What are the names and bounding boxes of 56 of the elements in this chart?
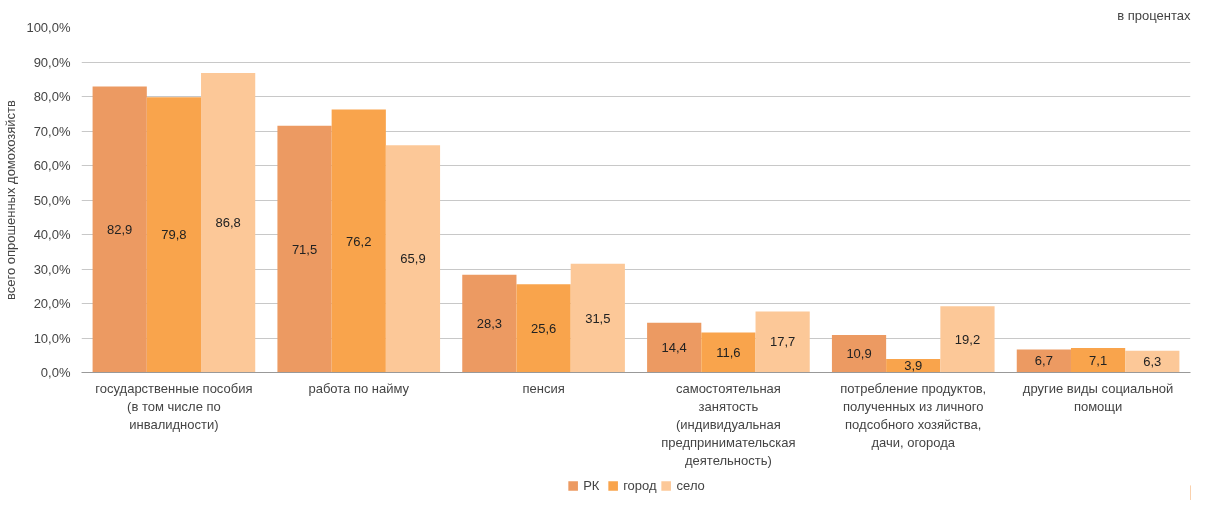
bar (516, 284, 571, 373)
text: в процентах (1117, 7, 1191, 23)
bar (1070, 348, 1126, 373)
bar (331, 109, 386, 373)
data-label: 31,5 (585, 310, 611, 326)
bar (570, 263, 625, 373)
data-label: 82,9 (107, 222, 133, 237)
y-tick-label: 70,0% (33, 123, 71, 139)
y-tick-label: 60,0% (33, 158, 71, 173)
bar (755, 311, 810, 373)
bar (647, 322, 702, 373)
x-tick-label: работа по найму (308, 380, 410, 396)
bar (277, 125, 332, 373)
data-label: 14,4 (661, 340, 687, 356)
data-label: 25,6 (530, 320, 557, 336)
data-label: 6,3 (1143, 354, 1162, 370)
data-label: 11,6 (716, 344, 741, 360)
y-tick-label: 10,0% (33, 330, 71, 346)
x-tick-label: другие виды социальной помощи (1022, 380, 1174, 414)
data-label: 86,8 (215, 215, 241, 231)
bar (146, 97, 202, 373)
y-tick-label: 50,0% (33, 192, 71, 208)
legend-label: город (623, 477, 657, 493)
bar (1016, 349, 1071, 373)
data-label: 79,8 (161, 227, 187, 243)
bar (831, 334, 887, 373)
y-axis-title: всего опрошенных домохозяйств (3, 99, 19, 300)
data-label: 71,5 (291, 241, 318, 257)
data-label: 65,9 (400, 251, 426, 267)
data-label: 17,7 (769, 334, 796, 350)
data-label: 76,2 (346, 233, 372, 249)
data-label: 10,9 (846, 346, 872, 362)
y-tick-label: 30,0% (33, 261, 71, 277)
bar (92, 86, 147, 373)
y-tick-label: 20,0% (33, 296, 71, 311)
data-label: 3,9 (904, 358, 923, 374)
y-tick-label: 40,0% (33, 227, 71, 242)
y-tick-label: 0,0% (40, 365, 71, 380)
bar (201, 73, 256, 373)
data-label: 28,3 (476, 316, 503, 332)
data-label: 6,7 (1034, 353, 1053, 369)
data-label: 19,2 (954, 331, 981, 347)
data-label: 7,1 (1089, 352, 1108, 368)
bar (385, 145, 441, 373)
y-tick-label: 90,0% (33, 54, 71, 70)
x-tick-label: государственные пособия (в том числе по инвалидности) (95, 380, 253, 432)
x-tick-label: потребление продуктов, полученных из личного подсобного хозяйства, дачи, огорода (840, 380, 987, 450)
legend-label: село (676, 477, 705, 493)
y-tick-label: 80,0% (33, 89, 71, 104)
bar (701, 332, 756, 373)
bar (940, 306, 995, 373)
x-tick-label: пенсия (522, 380, 565, 396)
x-tick-label: самостоятельная занятость (индивидуальная предпринимательская деятельность) (661, 380, 796, 468)
y-tick-label: 100,0% (26, 20, 71, 35)
bar (462, 274, 517, 373)
legend-label: РК (583, 477, 601, 493)
